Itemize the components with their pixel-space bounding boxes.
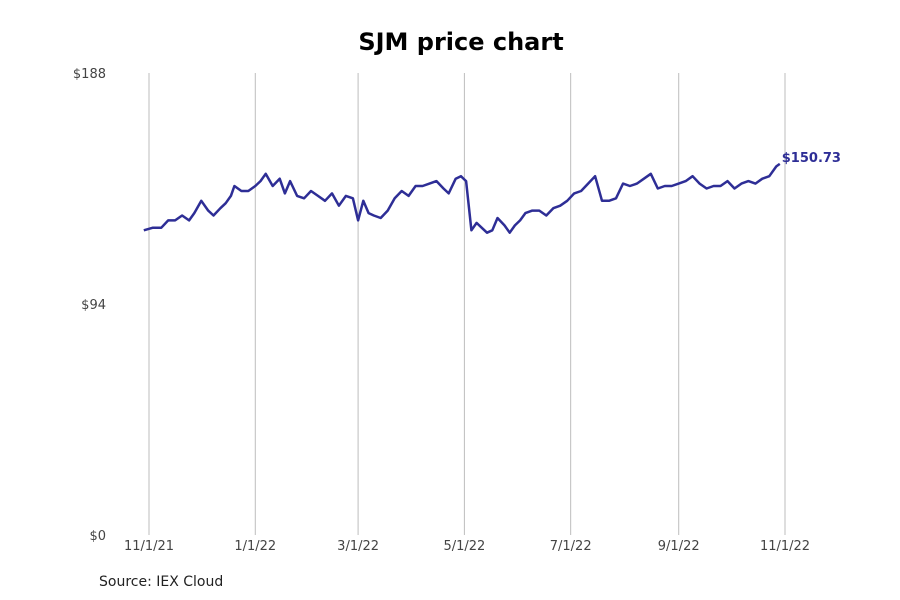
y-tick-label: $188 <box>73 67 106 82</box>
end-price-label: $150.73 <box>782 151 841 166</box>
x-tick-label: 1/1/22 <box>234 539 276 554</box>
chart-title: SJM price chart <box>358 28 564 56</box>
y-tick-label: $0 <box>89 529 106 544</box>
x-tick-label: 3/1/22 <box>337 539 379 554</box>
y-tick-label: $94 <box>81 298 106 313</box>
x-tick-label: 5/1/22 <box>443 539 485 554</box>
x-tick-label: 9/1/22 <box>658 539 700 554</box>
x-tick-label: 11/1/21 <box>124 539 174 554</box>
x-tick-label: 11/1/22 <box>760 539 810 554</box>
x-tick-label: 7/1/22 <box>550 539 592 554</box>
price-line <box>143 162 781 234</box>
source-note: Source: IEX Cloud <box>99 574 224 590</box>
